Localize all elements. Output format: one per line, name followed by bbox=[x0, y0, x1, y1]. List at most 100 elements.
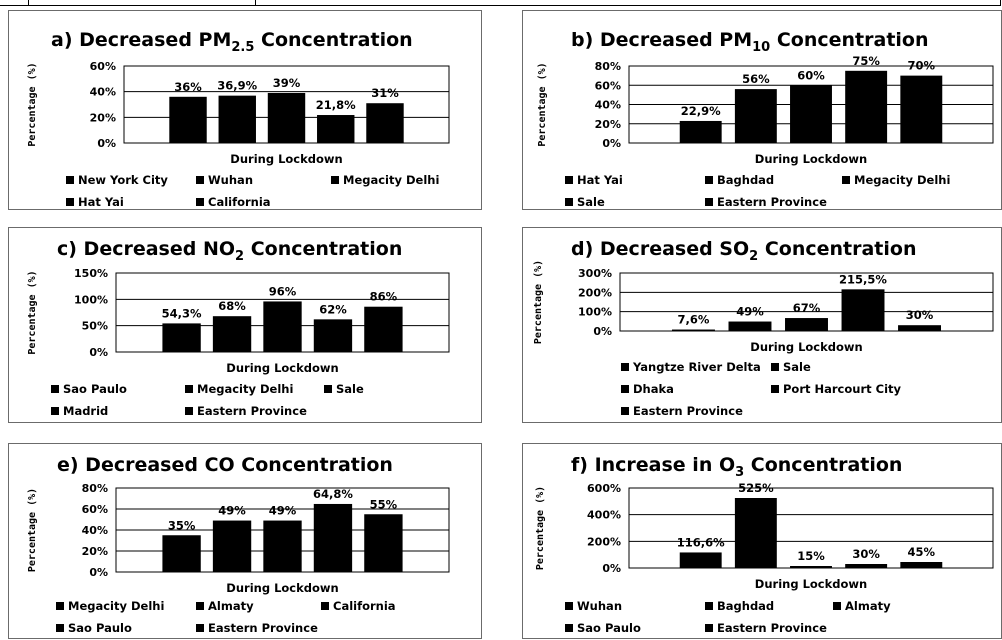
y-tick-label: 20% bbox=[595, 118, 621, 131]
bar bbox=[267, 92, 306, 143]
legend-label: Dhaka bbox=[633, 382, 674, 396]
bar bbox=[790, 566, 832, 568]
y-tick-label: 50% bbox=[82, 320, 108, 333]
legend-swatch bbox=[321, 602, 329, 610]
bar bbox=[728, 321, 772, 331]
data-label: 60% bbox=[797, 68, 825, 82]
legend-swatch bbox=[51, 407, 59, 415]
legend-swatch bbox=[842, 176, 850, 184]
legend-swatch bbox=[51, 385, 59, 393]
chart-title: d) Decreased SO2 Concentration bbox=[571, 238, 916, 264]
y-axis-label: Percentage (%) bbox=[27, 488, 38, 572]
legend-swatch bbox=[771, 363, 779, 371]
bar bbox=[845, 564, 888, 568]
data-label: 62% bbox=[319, 302, 347, 316]
y-tick-label: 80% bbox=[595, 60, 621, 73]
data-label: 215,5% bbox=[839, 272, 887, 286]
y-tick-label: 0% bbox=[89, 346, 108, 359]
bar bbox=[841, 289, 885, 331]
legend-label: Sao Paulo bbox=[63, 382, 127, 396]
legend-swatch bbox=[66, 198, 74, 206]
bar bbox=[169, 96, 207, 143]
y-tick-label: 300% bbox=[578, 267, 612, 280]
bar bbox=[785, 318, 828, 331]
bar bbox=[734, 498, 777, 568]
legend-swatch bbox=[621, 363, 629, 371]
y-tick-label: 400% bbox=[587, 509, 621, 522]
legend-label: Megacity Delhi bbox=[197, 382, 293, 396]
y-tick-label: 0% bbox=[97, 137, 116, 150]
chart-panel: f) Increase in O3 Concentration Percentag… bbox=[522, 443, 1002, 639]
table-top-border bbox=[0, 0, 1002, 6]
legend-swatch bbox=[705, 624, 713, 632]
legend-label: Megacity Delhi bbox=[68, 599, 164, 613]
data-label: 49% bbox=[736, 305, 764, 319]
bar bbox=[366, 103, 404, 143]
chart-title: f) Increase in O3 Concentration bbox=[571, 454, 902, 480]
legend-label: Hat Yai bbox=[577, 173, 623, 187]
legend-label: Port Harcourt City bbox=[783, 382, 902, 396]
data-label: 36% bbox=[174, 80, 202, 94]
bar bbox=[263, 520, 302, 572]
legend-swatch bbox=[833, 602, 841, 610]
bar bbox=[212, 316, 252, 352]
y-tick-label: 20% bbox=[82, 545, 108, 558]
data-label: 35% bbox=[168, 518, 196, 532]
y-tick-label: 80% bbox=[82, 482, 108, 495]
legend-label: Madrid bbox=[63, 404, 108, 418]
x-axis-label: During Lockdown bbox=[755, 152, 867, 166]
data-label: 7,6% bbox=[678, 313, 710, 327]
bar bbox=[317, 115, 355, 143]
chart-panel: e) Decreased CO Concentration Percentage … bbox=[8, 443, 482, 639]
y-tick-label: 600% bbox=[587, 482, 621, 495]
legend-label: Eastern Province bbox=[633, 404, 743, 418]
x-axis-label: During Lockdown bbox=[755, 577, 867, 591]
data-label: 96% bbox=[269, 284, 297, 298]
legend-label: Sale bbox=[577, 195, 605, 209]
x-axis-label: During Lockdown bbox=[230, 152, 342, 166]
bar bbox=[679, 120, 722, 143]
data-label: 21,8% bbox=[316, 98, 356, 112]
y-tick-label: 60% bbox=[82, 503, 108, 516]
data-label: 39% bbox=[273, 76, 301, 90]
legend-swatch bbox=[331, 176, 339, 184]
bar bbox=[162, 323, 201, 352]
bar bbox=[263, 301, 302, 352]
data-label: 30% bbox=[906, 308, 934, 322]
bar bbox=[845, 70, 888, 143]
chart-svg: b) Decreased PM10 Concentration Percentag… bbox=[537, 29, 994, 209]
legend-label: Sao Paulo bbox=[68, 621, 132, 635]
legend-swatch bbox=[705, 176, 713, 184]
bar bbox=[671, 329, 715, 331]
legend-label: Sale bbox=[336, 382, 364, 396]
legend-label: California bbox=[333, 599, 396, 613]
y-tick-label: 100% bbox=[578, 306, 612, 319]
chart-panel: b) Decreased PM10 Concentration Percentag… bbox=[522, 10, 1002, 210]
data-label: 15% bbox=[797, 549, 825, 563]
y-tick-label: 60% bbox=[90, 60, 116, 73]
data-label: 36,9% bbox=[217, 79, 257, 93]
chart-svg: a) Decreased PM2.5 Concentration Percenta… bbox=[27, 29, 450, 209]
y-axis-label: Percentage (%) bbox=[27, 62, 38, 146]
data-label: 49% bbox=[218, 504, 246, 518]
x-axis-label: During Lockdown bbox=[226, 361, 338, 375]
data-label: 55% bbox=[370, 497, 398, 511]
bar bbox=[790, 85, 832, 143]
legend-label: Megacity Delhi bbox=[854, 173, 950, 187]
y-tick-label: 200% bbox=[578, 286, 612, 299]
y-tick-label: 0% bbox=[602, 137, 621, 150]
chart-title: c) Decreased NO2 Concentration bbox=[57, 238, 402, 264]
legend-label: Sale bbox=[783, 360, 811, 374]
bar bbox=[898, 325, 942, 331]
x-axis-label: During Lockdown bbox=[750, 340, 862, 354]
legend-swatch bbox=[56, 602, 64, 610]
data-label: 116,6% bbox=[677, 535, 725, 549]
data-label: 54,3% bbox=[162, 306, 202, 320]
legend-swatch bbox=[56, 624, 64, 632]
chart-svg: f) Increase in O3 Concentration Percentag… bbox=[535, 454, 994, 635]
chart-panel: d) Decreased SO2 Concentration Percentage… bbox=[522, 227, 1002, 423]
chart-title: a) Decreased PM2.5 Concentration bbox=[51, 29, 413, 55]
legend-label: Baghdad bbox=[717, 599, 774, 613]
y-tick-label: 100% bbox=[74, 293, 108, 306]
y-tick-label: 150% bbox=[74, 267, 108, 280]
